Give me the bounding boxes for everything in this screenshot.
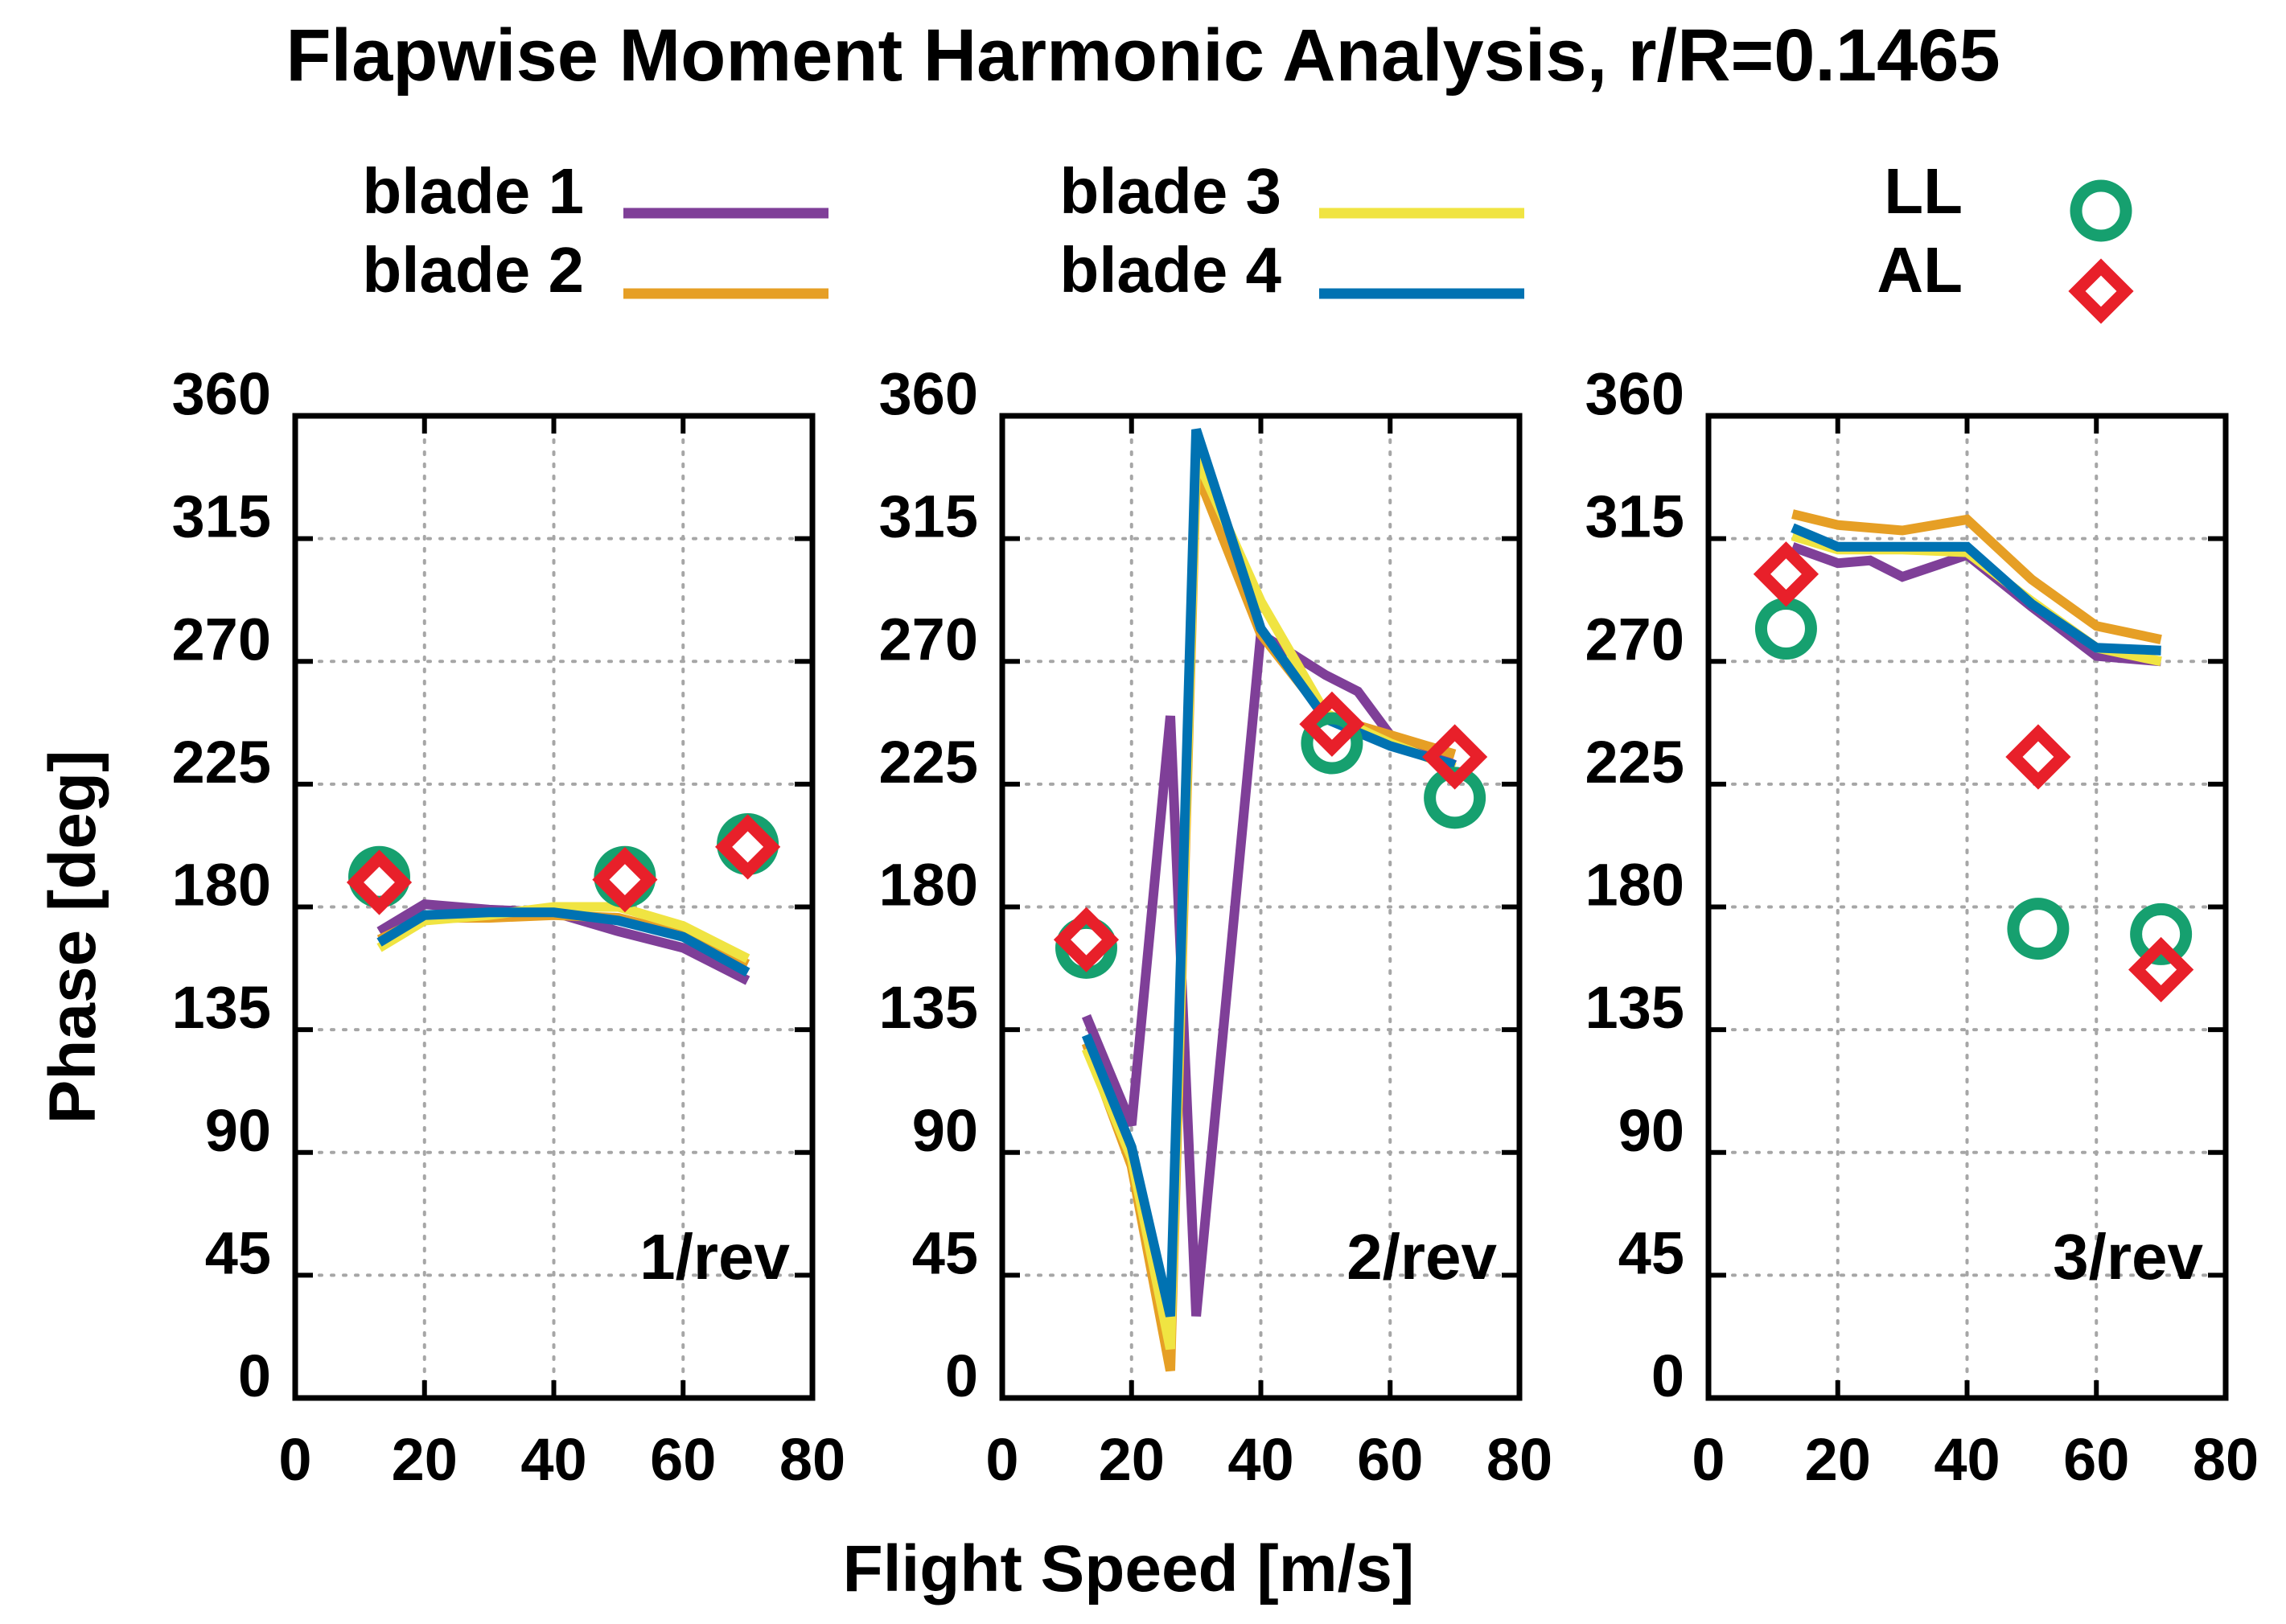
y-tick-label: 360 xyxy=(1585,360,1684,427)
data-point-al xyxy=(1422,724,1488,790)
legend-swatch-ll xyxy=(2070,179,2132,242)
series-line-blade-4 xyxy=(1791,523,2161,656)
y-tick-label: 135 xyxy=(1585,974,1684,1041)
y-tick-label: 180 xyxy=(172,852,271,919)
x-tick-label: 60 xyxy=(1357,1426,1423,1493)
y-tick-label: 270 xyxy=(879,606,978,672)
y-tick-label: 90 xyxy=(1618,1097,1684,1164)
series-line-blade-4 xyxy=(376,907,750,977)
y-axis-title: Phase [deg] xyxy=(36,750,109,1124)
y-tick-label: 225 xyxy=(1585,729,1684,796)
y-tick-label: 315 xyxy=(172,483,271,550)
data-point-al xyxy=(1299,691,1365,757)
data-point-ll xyxy=(2007,898,2070,960)
y-tick-label: 0 xyxy=(1651,1342,1684,1409)
data-point-ll xyxy=(2130,902,2193,965)
y-tick-label: 0 xyxy=(238,1342,271,1409)
legend-label-ll: LL xyxy=(1884,155,1963,227)
line-series xyxy=(1791,509,2162,667)
x-tick-label: 80 xyxy=(1486,1426,1552,1493)
data-point-al xyxy=(715,814,781,880)
line-series xyxy=(1081,428,1458,1372)
plot-frame xyxy=(999,413,1523,1401)
x-axis-title: Flight Speed [m/s] xyxy=(843,1532,1415,1605)
legend-label-blade-4: blade 4 xyxy=(1059,234,1281,306)
y-tick-label: 315 xyxy=(1585,483,1684,550)
marker-series xyxy=(346,812,781,915)
plot-frame xyxy=(1705,413,2229,1401)
panel-label: 3/rev xyxy=(2053,1221,2203,1293)
y-tick-label: 225 xyxy=(879,729,978,796)
y-tick-label: 315 xyxy=(879,483,978,550)
x-tick-label: 40 xyxy=(520,1426,586,1493)
x-tick-label: 60 xyxy=(650,1426,716,1493)
y-tick-label: 0 xyxy=(945,1342,978,1409)
y-tick-label: 270 xyxy=(1585,606,1684,672)
x-tick-label: 20 xyxy=(1805,1426,1871,1493)
x-tick-label: 0 xyxy=(985,1426,1018,1493)
x-tick-label: 40 xyxy=(1934,1426,2000,1493)
panel-1: 0 20 40 60 80 0 45 90 135 180 225 270 315 360 1/rev xyxy=(172,360,846,1493)
series-line-blade-3 xyxy=(1081,454,1457,1351)
marker-series xyxy=(1053,691,1488,979)
data-point-al xyxy=(592,846,658,913)
x-tick-label: 80 xyxy=(2193,1426,2259,1493)
legend-label-blade-2: blade 2 xyxy=(362,234,584,306)
y-tick-label: 180 xyxy=(1585,852,1684,919)
panel-2: 0 20 40 60 80 0 45 90 135 180 225 270 315 360 2/rev xyxy=(879,360,1553,1493)
y-tick-label: 180 xyxy=(879,852,978,919)
series-line-blade-4 xyxy=(1081,428,1457,1318)
y-tick-label: 225 xyxy=(172,729,271,796)
data-point-al xyxy=(2128,936,2194,1003)
panel-label: 2/rev xyxy=(1347,1221,1497,1293)
plot-frame xyxy=(292,413,816,1401)
panel-label: 1/rev xyxy=(639,1221,790,1293)
legend-label-blade-1: blade 1 xyxy=(362,155,584,227)
x-tick-label: 20 xyxy=(1099,1426,1165,1493)
legend-label-blade-3: blade 3 xyxy=(1059,155,1281,227)
x-tick-label: 60 xyxy=(2063,1426,2129,1493)
legend-swatch-al xyxy=(2068,258,2134,324)
marker-series xyxy=(1753,541,2194,1003)
data-point-ll xyxy=(1301,712,1363,775)
x-tick-label: 0 xyxy=(1692,1426,1725,1493)
y-tick-label: 90 xyxy=(912,1097,978,1164)
data-point-al xyxy=(2005,724,2071,790)
chart-title: Flapwise Moment Harmonic Analysis, r/R=0… xyxy=(286,14,2000,97)
y-tick-label: 45 xyxy=(1618,1219,1684,1286)
data-point-ll xyxy=(1754,598,1817,660)
legend-label-al: AL xyxy=(1877,234,1963,306)
data-point-al xyxy=(1053,907,1120,972)
data-point-al xyxy=(346,849,413,915)
series-line-blade-2 xyxy=(1791,509,2162,644)
x-tick-label: 20 xyxy=(392,1426,458,1493)
series-line-blade-1 xyxy=(1791,542,2162,667)
y-tick-label: 270 xyxy=(172,606,271,672)
panel-3: 0 20 40 60 80 0 45 90 135 180 225 270 315 360 3/rev xyxy=(1585,360,2259,1493)
y-tick-label: 135 xyxy=(172,974,271,1041)
y-tick-label: 45 xyxy=(912,1219,978,1286)
x-tick-label: 0 xyxy=(278,1426,311,1493)
y-tick-label: 90 xyxy=(205,1097,271,1164)
line-series xyxy=(376,898,750,985)
plot-panels: 0 20 40 60 80 0 45 90 135 180 225 270 315 360 1/rev 0 20… xyxy=(172,360,2259,1493)
y-tick-label: 45 xyxy=(205,1219,271,1286)
y-tick-label: 360 xyxy=(879,360,978,427)
data-point-al xyxy=(1753,541,1819,607)
x-tick-label: 40 xyxy=(1227,1426,1293,1493)
y-tick-label: 360 xyxy=(172,360,271,427)
x-tick-label: 80 xyxy=(779,1426,845,1493)
y-tick-label: 135 xyxy=(879,974,978,1041)
